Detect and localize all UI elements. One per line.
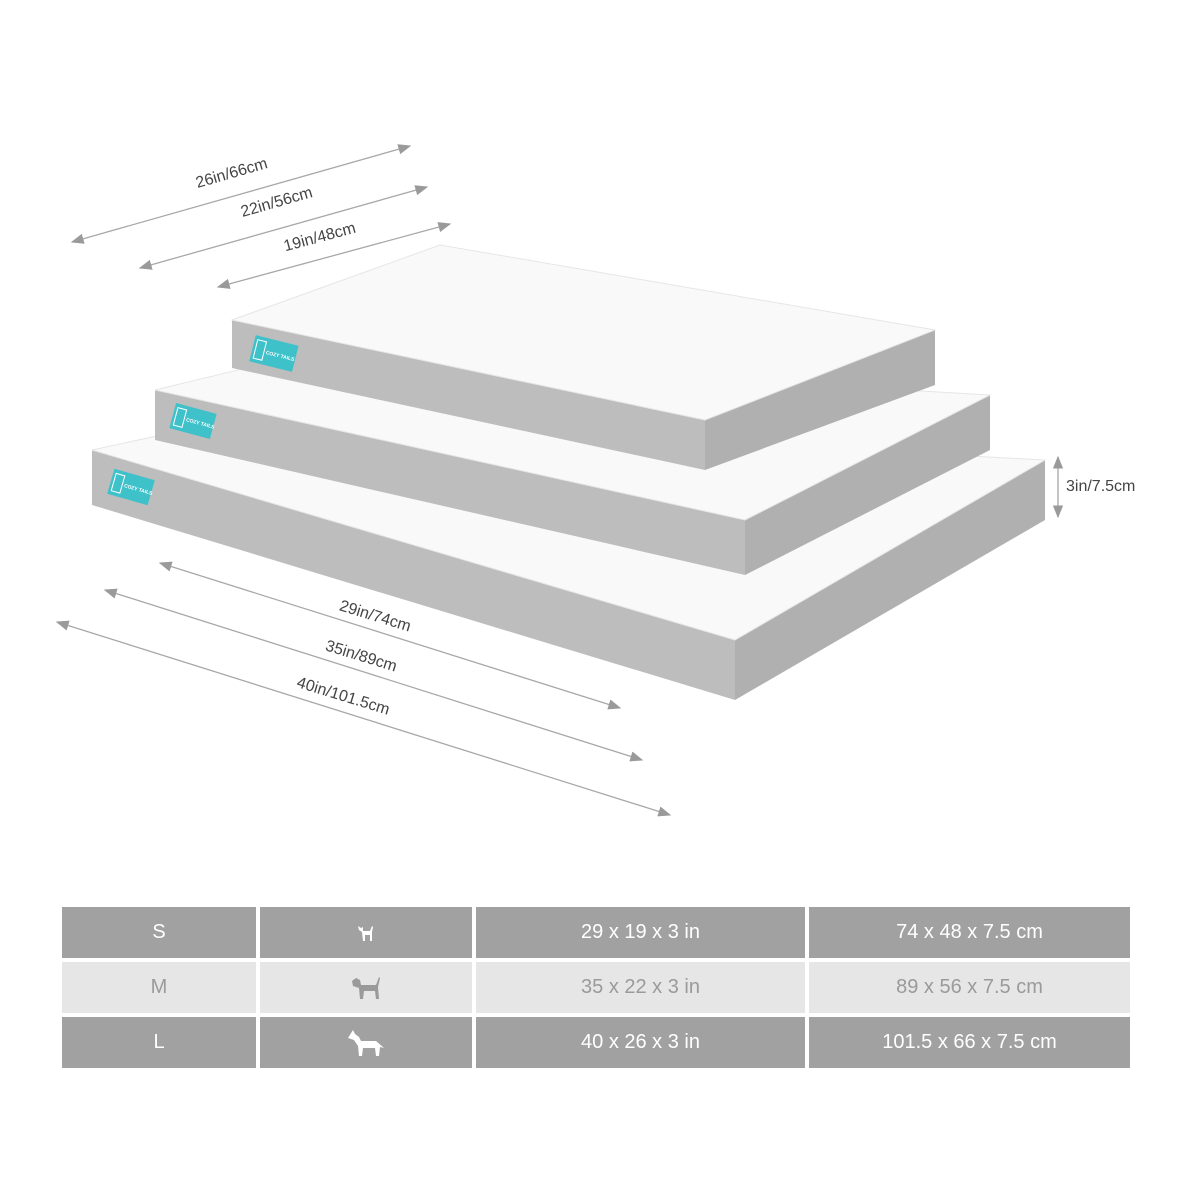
brand-badge: COZY TAILS: [107, 468, 155, 506]
cm-cell: 74 x 48 x 7.5 cm: [809, 907, 1130, 958]
size-cell: S: [62, 907, 256, 958]
product-illustration: COZY TAILS COZY TAILS COZY TAILS: [55, 144, 1064, 817]
height-label: 3in/7.5cm: [1066, 478, 1136, 495]
brand-badge: COZY TAILS: [249, 335, 299, 372]
size-table: S 29 x 19 x 3 in 74 x 48 x 7.5 cm M 35 x…: [58, 903, 1134, 1072]
large-dog-icon: [260, 1017, 472, 1068]
table-row: S 29 x 19 x 3 in 74 x 48 x 7.5 cm: [62, 907, 1130, 958]
width-arrow-large: [70, 144, 412, 244]
medium-dog-icon: [260, 962, 472, 1013]
size-cell: M: [62, 962, 256, 1013]
table-row: M 35 x 22 x 3 in 89 x 56 x 7.5 cm: [62, 962, 1130, 1013]
small-dog-icon: [260, 907, 472, 958]
size-cell: L: [62, 1017, 256, 1068]
cm-cell: 101.5 x 66 x 7.5 cm: [809, 1017, 1130, 1068]
dimension-arrows: [55, 144, 1064, 817]
brand-badge: COZY TAILS: [169, 403, 217, 439]
width-arrow-small: [216, 222, 452, 289]
inches-cell: 29 x 19 x 3 in: [476, 907, 805, 958]
table-row: L 40 x 26 x 3 in 101.5 x 66 x 7.5 cm: [62, 1017, 1130, 1068]
length-arrow-large: [55, 620, 672, 817]
bed-small: COZY TAILS: [230, 244, 937, 470]
inches-cell: 40 x 26 x 3 in: [476, 1017, 805, 1068]
inches-cell: 35 x 22 x 3 in: [476, 962, 805, 1013]
cm-cell: 89 x 56 x 7.5 cm: [809, 962, 1130, 1013]
